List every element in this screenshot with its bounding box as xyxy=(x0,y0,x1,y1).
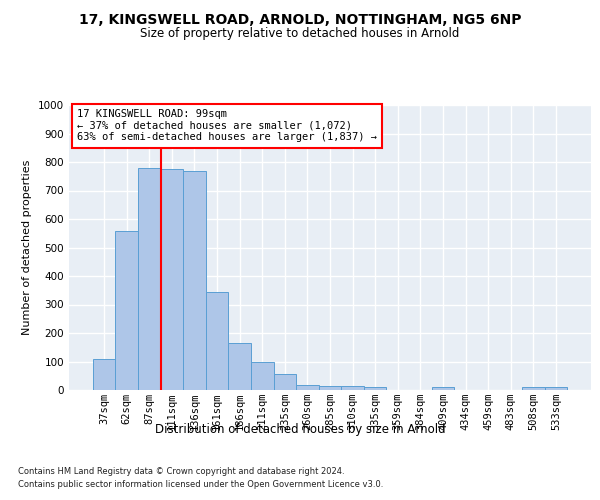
Text: Contains public sector information licensed under the Open Government Licence v3: Contains public sector information licen… xyxy=(18,480,383,489)
Bar xyxy=(206,292,229,390)
Bar xyxy=(138,168,161,390)
Y-axis label: Number of detached properties: Number of detached properties xyxy=(22,160,32,335)
Text: Distribution of detached houses by size in Arnold: Distribution of detached houses by size … xyxy=(155,422,445,436)
Bar xyxy=(545,387,567,390)
Text: Size of property relative to detached houses in Arnold: Size of property relative to detached ho… xyxy=(140,28,460,40)
Bar xyxy=(229,343,251,390)
Bar xyxy=(161,169,183,390)
Bar xyxy=(341,386,364,390)
Bar xyxy=(183,170,206,390)
Text: 17, KINGSWELL ROAD, ARNOLD, NOTTINGHAM, NG5 6NP: 17, KINGSWELL ROAD, ARNOLD, NOTTINGHAM, … xyxy=(79,12,521,26)
Bar xyxy=(522,387,545,390)
Bar xyxy=(251,362,274,390)
Bar xyxy=(93,358,115,390)
Bar xyxy=(431,387,454,390)
Bar xyxy=(319,386,341,390)
Text: 17 KINGSWELL ROAD: 99sqm
← 37% of detached houses are smaller (1,072)
63% of sem: 17 KINGSWELL ROAD: 99sqm ← 37% of detach… xyxy=(77,110,377,142)
Bar xyxy=(115,231,138,390)
Bar xyxy=(296,385,319,390)
Bar xyxy=(274,374,296,390)
Text: Contains HM Land Registry data © Crown copyright and database right 2024.: Contains HM Land Registry data © Crown c… xyxy=(18,468,344,476)
Bar xyxy=(364,387,386,390)
